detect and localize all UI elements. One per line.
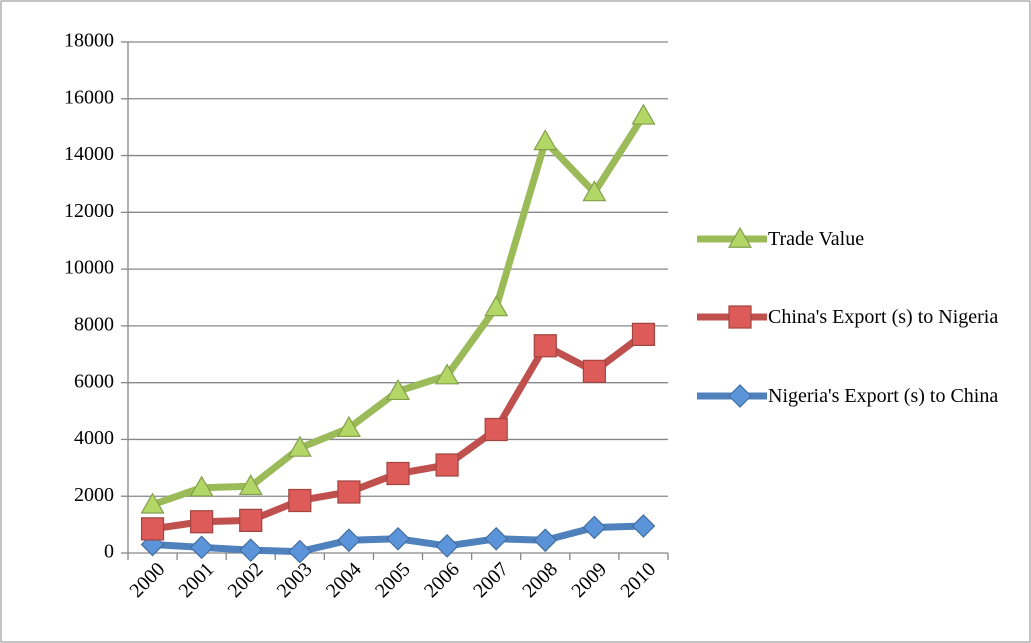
marker	[582, 515, 607, 540]
marker	[385, 378, 411, 401]
legend-swatch	[697, 226, 767, 248]
marker	[386, 461, 410, 486]
y-tick-label: 10000	[64, 257, 114, 279]
marker	[533, 334, 557, 358]
y-tick-label: 14000	[64, 143, 114, 165]
marker	[190, 510, 214, 534]
marker	[631, 514, 656, 538]
legend-swatch	[697, 305, 767, 329]
legend-item: China's Export (s) to Nigeria	[695, 304, 1025, 330]
marker	[631, 103, 656, 125]
marker	[435, 453, 459, 477]
marker	[533, 129, 558, 151]
marker	[288, 488, 312, 513]
y-tick-label: 6000	[74, 370, 114, 392]
marker	[582, 180, 607, 202]
marker	[336, 415, 361, 437]
marker	[337, 528, 361, 553]
marker	[189, 535, 214, 560]
marker	[140, 492, 165, 514]
marker	[287, 435, 312, 457]
marker	[140, 517, 165, 541]
marker	[238, 474, 263, 496]
legend-label: Nigeria's Export (s) to China	[768, 385, 999, 407]
y-tick-label: 0	[104, 541, 114, 563]
marker	[386, 526, 410, 551]
marker	[287, 539, 312, 564]
marker	[728, 305, 752, 329]
legend-item: Trade Value	[695, 226, 1025, 252]
y-tick-label: 12000	[64, 200, 114, 222]
marker	[189, 475, 214, 497]
marker	[435, 534, 459, 558]
marker	[239, 508, 263, 532]
legend-label: China's Export (s) to Nigeria	[768, 306, 999, 328]
y-tick-label: 8000	[74, 313, 114, 335]
marker	[631, 322, 656, 347]
marker	[484, 295, 509, 317]
legend-label: Trade Value	[768, 228, 865, 250]
marker	[533, 528, 558, 553]
marker	[582, 359, 606, 383]
marker	[727, 226, 753, 248]
marker	[337, 480, 361, 504]
marker	[435, 363, 460, 385]
marker	[484, 526, 509, 551]
legend-swatch	[697, 384, 767, 408]
marker	[238, 538, 263, 563]
legend-item: Nigeria's Export (s) to China	[695, 383, 1025, 409]
y-tick-label: 18000	[64, 30, 114, 52]
y-tick-label: 4000	[74, 427, 114, 449]
y-tick-label: 16000	[64, 86, 114, 108]
marker	[728, 384, 752, 408]
y-tick-label: 2000	[74, 484, 114, 506]
marker	[484, 417, 508, 442]
